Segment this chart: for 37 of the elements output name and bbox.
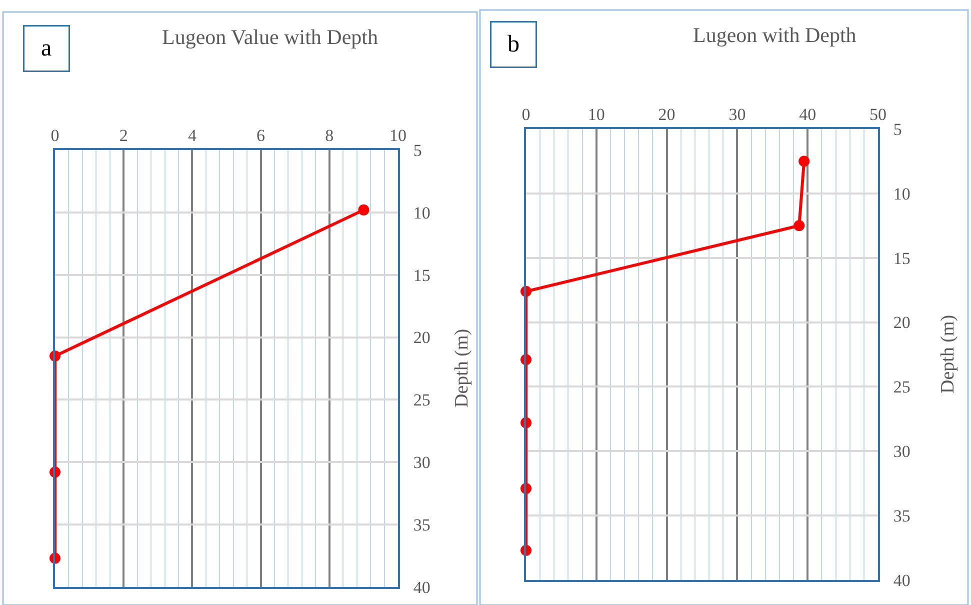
x-tick-label: 30	[728, 105, 746, 124]
y-tick-label: 20	[893, 313, 910, 332]
text: b	[508, 32, 520, 58]
y-tick-label: 40	[413, 578, 430, 597]
x-tick-label: 40	[799, 105, 816, 124]
x-tick-label: 0	[50, 126, 60, 146]
y-axis-title: Depth (m)	[938, 314, 958, 394]
y-tick-label: 15	[413, 266, 430, 285]
x-tick-label: 10	[588, 105, 605, 124]
y-tick-label: 20	[413, 328, 430, 348]
y-tick-label: 30	[413, 453, 430, 472]
y-tick-label: 25	[893, 378, 910, 397]
x-tick-label: 4	[188, 126, 197, 146]
x-tick-label: 8	[325, 126, 334, 146]
y-tick-label: 25	[413, 390, 430, 410]
point	[798, 156, 810, 167]
y-axis-title: Depth (m)	[452, 328, 472, 408]
x-tick-label: 20	[658, 105, 676, 124]
y-tick-label: 40	[893, 570, 910, 590]
y-tick-label: 30	[893, 442, 910, 462]
y-tick-label: 10	[413, 203, 430, 222]
x-tick-label: 2	[119, 126, 128, 146]
x-tick-label: 10	[390, 126, 406, 146]
y-tick-label: 15	[893, 248, 910, 268]
y-tick-label: 5	[893, 120, 902, 139]
x-tick-label: 0	[522, 105, 530, 124]
x-tick-label: 6	[256, 126, 266, 146]
y-tick-label: 10	[893, 184, 910, 204]
text: a	[41, 36, 52, 62]
y-tick-label: 5	[413, 140, 422, 160]
x-tick-label: 50	[870, 105, 886, 124]
chart-title: Lugeon with Depth	[693, 23, 857, 47]
chart-title: Lugeon Value with Depth	[162, 25, 378, 49]
y-tick-label: 35	[893, 506, 910, 526]
point	[358, 204, 370, 216]
point	[794, 220, 805, 232]
y-tick-label: 35	[413, 516, 430, 535]
